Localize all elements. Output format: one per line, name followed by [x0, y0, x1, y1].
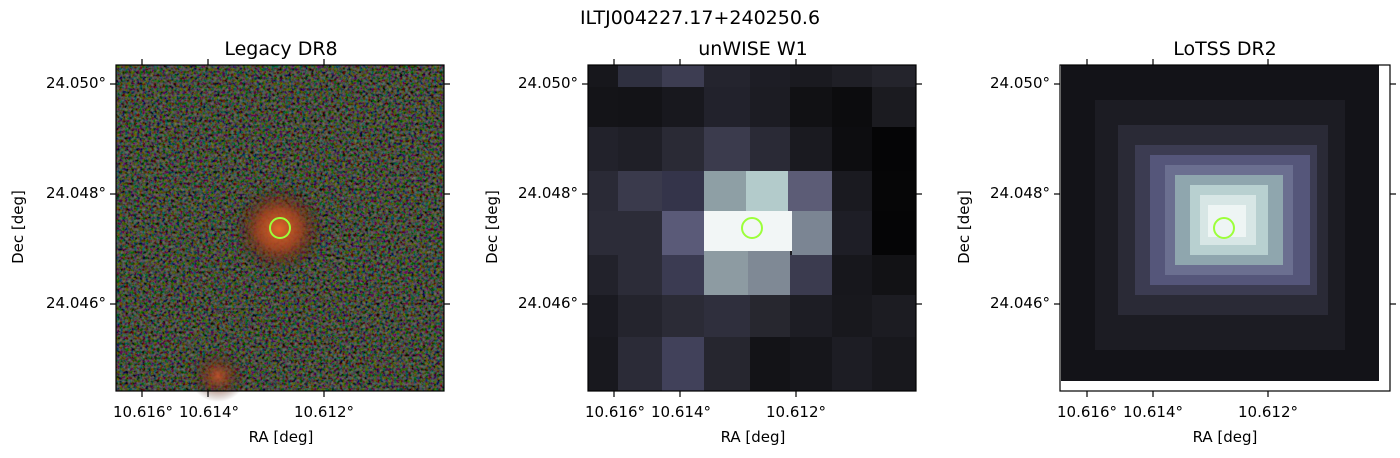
- legacy-image: [116, 65, 444, 402]
- unwise-marker-circle: [741, 217, 763, 239]
- xtick-legacy-1: 10.614°: [179, 403, 239, 421]
- xtick-unwise-2: 10.612°: [766, 403, 826, 421]
- lotss-frame: [1059, 64, 1391, 392]
- lotss-image: [1060, 65, 1390, 391]
- ytick-unwise-2: 24.046°: [518, 294, 578, 312]
- unwise-image: [588, 65, 916, 391]
- xtick-legacy-2: 10.612°: [294, 403, 354, 421]
- unwise-frame: [587, 64, 917, 392]
- ytick-lotss-0: 24.050°: [990, 74, 1050, 92]
- xlabel-legacy: RA [deg]: [248, 428, 314, 446]
- ytick-unwise-1: 24.048°: [518, 184, 578, 202]
- legacy-ticks: [110, 59, 450, 397]
- panel-title-unwise: unWISE W1: [698, 38, 808, 60]
- legacy-marker-circle: [269, 217, 291, 239]
- ytick-lotss-1: 24.048°: [990, 184, 1050, 202]
- ytick-legacy-2: 24.046°: [46, 294, 106, 312]
- lotss-ticks: [1054, 59, 1396, 397]
- xtick-lotss-1: 10.614°: [1123, 403, 1183, 421]
- legacy-frame: [115, 64, 445, 392]
- ytick-legacy-1: 24.048°: [46, 184, 106, 202]
- xtick-lotss-0: 10.616°: [1057, 403, 1117, 421]
- unwise-ticks: [582, 59, 922, 397]
- panel-title-legacy: Legacy DR8: [224, 38, 338, 60]
- ytick-unwise-0: 24.050°: [518, 74, 578, 92]
- xtick-unwise-1: 10.614°: [651, 403, 711, 421]
- xlabel-unwise: RA [deg]: [720, 428, 786, 446]
- xtick-unwise-0: 10.616°: [585, 403, 645, 421]
- ytick-legacy-0: 24.050°: [46, 74, 106, 92]
- lotss-marker-circle: [1213, 217, 1235, 239]
- xtick-lotss-2: 10.612°: [1238, 403, 1298, 421]
- panel-title-lotss: LoTSS DR2: [1173, 38, 1277, 60]
- xlabel-lotss: RA [deg]: [1192, 428, 1258, 446]
- figure-title: ILTJ004227.17+240250.6: [579, 7, 821, 29]
- ytick-lotss-2: 24.046°: [990, 294, 1050, 312]
- xtick-legacy-0: 10.616°: [113, 403, 173, 421]
